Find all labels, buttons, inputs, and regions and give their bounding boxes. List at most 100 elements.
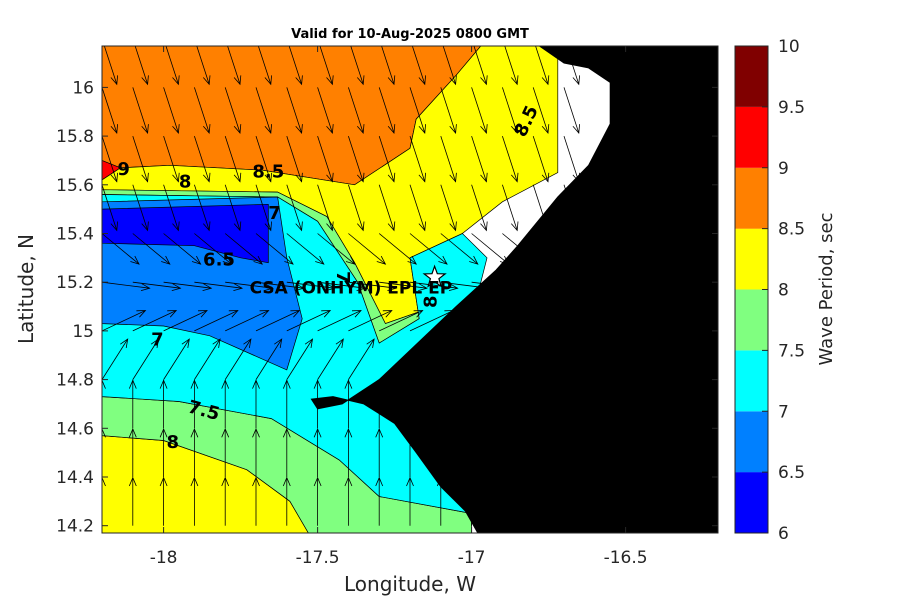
x-axis-label: Longitude, W [344, 572, 476, 596]
wave-vector [563, 135, 580, 183]
y-tick-label: 14.6 [56, 419, 94, 439]
wave-vector [563, 87, 580, 134]
wave-vector [159, 476, 168, 526]
wave-vector [224, 338, 252, 380]
plot-frame [101, 45, 719, 534]
wave-vector [132, 233, 171, 265]
wave-vector [163, 338, 190, 380]
wave-vector [132, 135, 149, 183]
y-tick-label: 14.4 [56, 468, 94, 488]
wave-vector [375, 379, 384, 429]
wave-vector [282, 427, 291, 477]
wave-vector [102, 281, 151, 291]
wave-vector [102, 338, 129, 380]
colorbar-tick-label: 7.5 [778, 341, 805, 361]
wave-vector [194, 184, 211, 232]
wave-vector [409, 184, 426, 232]
colorbar-tick-label: 8 [778, 281, 789, 301]
y-tick-label: 15.2 [56, 273, 94, 293]
wave-vector [348, 184, 365, 232]
wave-vector [163, 184, 180, 232]
wave-vector [194, 338, 221, 380]
wave-direction-vectors [102, 46, 580, 526]
wave-vector [344, 379, 353, 429]
wave-vector [163, 310, 208, 332]
wave-vector [224, 233, 263, 265]
wave-vector [252, 476, 260, 526]
wave-vector [255, 184, 272, 232]
y-tick-label: 14.8 [56, 371, 94, 391]
y-tick-label: 15 [72, 322, 94, 342]
wave-vector [409, 87, 426, 134]
wave-vector [194, 87, 211, 134]
wave-vector [348, 87, 365, 134]
wave-vector [378, 135, 396, 183]
colorbar-tick-label: 6 [778, 524, 789, 544]
wave-vector [190, 476, 199, 526]
wave-vector [282, 379, 291, 429]
colorbar-segment [735, 472, 768, 533]
x-tick-label: -17 [458, 548, 486, 568]
wave-vector [471, 135, 488, 183]
wave-vector [255, 281, 305, 291]
wave-vector [286, 135, 303, 183]
wave-vector [467, 476, 476, 526]
wave-vector [132, 281, 182, 291]
chart-title: Valid for 10-Aug-2025 0800 GMT [291, 27, 529, 42]
wave-vector [286, 281, 336, 291]
wave-vector [190, 427, 199, 477]
wave-vector [132, 310, 178, 332]
wave-vector [502, 135, 519, 183]
wave-vector [255, 310, 301, 332]
wave-vector [224, 87, 242, 134]
wave-vector [102, 184, 118, 232]
wave-vector [163, 233, 202, 265]
y-tick-label: 15.6 [56, 176, 94, 196]
wave-vector [194, 281, 244, 291]
wave-vector [440, 281, 490, 291]
wave-vector [286, 87, 303, 134]
wave-vector [379, 310, 424, 332]
colorbar-tick-label: 7 [778, 402, 789, 422]
wave-vector [194, 310, 239, 332]
wave-vector [317, 233, 356, 265]
wave-vector [255, 87, 272, 134]
wave-vector [378, 184, 396, 232]
wave-vector [224, 135, 242, 183]
wave-vector [502, 233, 541, 265]
colorbar-tick-label: 9.5 [778, 98, 805, 118]
wave-vector [313, 476, 322, 526]
wave-vector [563, 184, 580, 232]
wave-vector [375, 427, 384, 477]
wave-vector [102, 233, 140, 265]
wave-vector [471, 281, 521, 291]
colorbar-segment [735, 167, 768, 229]
wave-vector [252, 379, 260, 429]
wave-vector [132, 87, 149, 134]
wave-vector [224, 184, 242, 232]
wave-vector [102, 379, 106, 429]
wave-vector [409, 135, 426, 183]
wave-vector [436, 476, 445, 526]
x-tick-label: -18 [150, 548, 178, 568]
contour-label: 7 [151, 330, 164, 351]
wave-vector [375, 476, 384, 526]
wave-vector [409, 310, 455, 332]
wave-vector [194, 233, 233, 265]
colorbar-tick-label: 9 [778, 159, 789, 179]
wave-vector [378, 233, 417, 265]
x-axis-ticks: -18 -17.5 -17 -16.5 [150, 46, 648, 568]
colorbar-segment [735, 350, 768, 412]
wave-vector [102, 87, 118, 134]
colorbar-segment [735, 46, 768, 107]
wave-vector [317, 281, 367, 291]
wave-vector [348, 233, 387, 265]
wave-vector [532, 135, 550, 183]
y-tick-label: 16 [72, 78, 94, 98]
wave-vector [317, 338, 344, 380]
contour-label: 8 [167, 432, 180, 453]
wave-vector [502, 184, 519, 232]
wave-vector [128, 476, 137, 526]
colorbar-segment [735, 289, 768, 351]
